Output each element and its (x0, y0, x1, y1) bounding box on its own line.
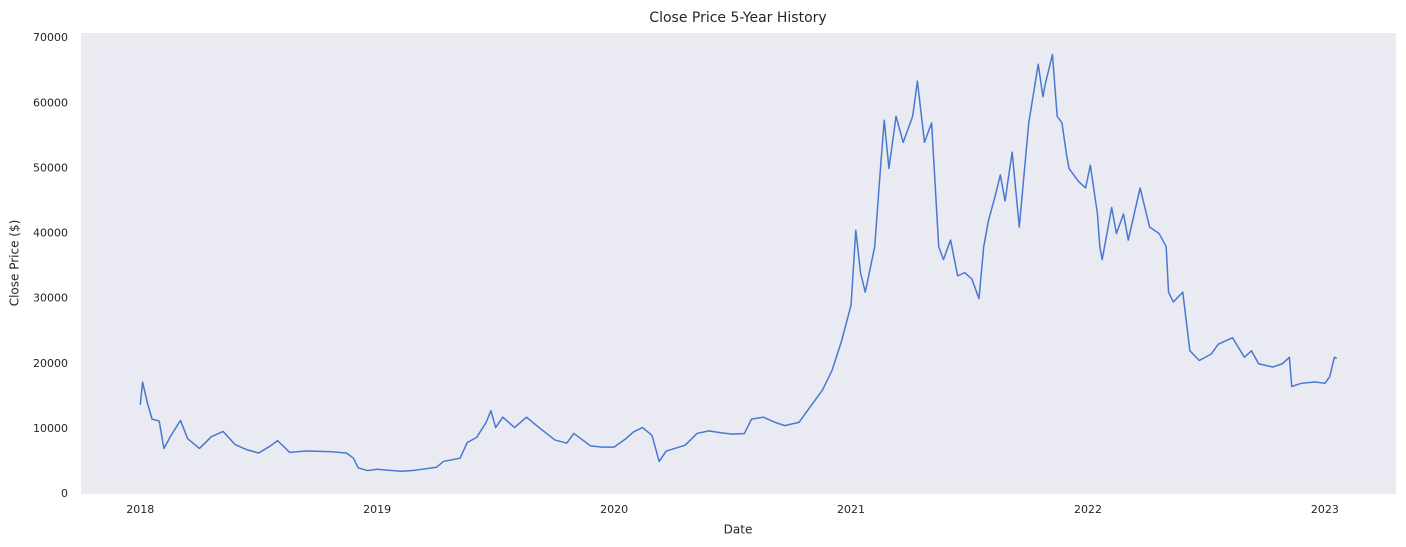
y-tick-label: 40000 (33, 227, 68, 240)
y-tick-label: 70000 (33, 31, 68, 44)
y-tick-label: 10000 (33, 422, 68, 435)
x-axis-label: Date (724, 523, 753, 537)
y-tick-label: 50000 (33, 161, 68, 174)
chart-title: Close Price 5-Year History (649, 10, 826, 26)
y-tick-label: 60000 (33, 96, 68, 109)
x-tick-label: 2018 (126, 503, 154, 516)
x-tick-label: 2023 (1311, 503, 1339, 516)
plot-area (81, 33, 1396, 494)
x-tick-label: 2022 (1074, 503, 1102, 516)
y-axis-label: Close Price ($) (8, 220, 22, 307)
line-series (139, 53, 1338, 472)
y-tick-label: 30000 (33, 292, 68, 305)
y-tick-label: 0 (61, 487, 68, 500)
x-tick-label: 2021 (837, 503, 865, 516)
x-tick-label: 2019 (363, 503, 391, 516)
x-tick-label: 2020 (600, 503, 628, 516)
y-tick-label: 20000 (33, 357, 68, 370)
